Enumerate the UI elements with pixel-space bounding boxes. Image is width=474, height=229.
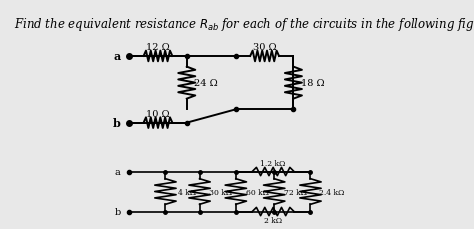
Text: 2 kΩ: 2 kΩ xyxy=(264,217,282,224)
Text: 60 kΩ: 60 kΩ xyxy=(246,188,269,196)
Text: 30 kΩ: 30 kΩ xyxy=(210,188,232,196)
Text: 72 kΩ: 72 kΩ xyxy=(284,188,307,196)
Text: 24 Ω: 24 Ω xyxy=(194,79,218,88)
Text: a: a xyxy=(113,51,120,62)
Text: 10 Ω: 10 Ω xyxy=(146,109,170,118)
Text: 2.4 kΩ: 2.4 kΩ xyxy=(319,188,345,196)
Text: b: b xyxy=(114,207,120,216)
Text: 12 Ω: 12 Ω xyxy=(146,43,170,52)
Text: 18 Ω: 18 Ω xyxy=(301,79,324,88)
Text: b: b xyxy=(113,118,120,129)
Text: 30 Ω: 30 Ω xyxy=(253,43,276,52)
Text: a: a xyxy=(115,167,120,176)
Text: 4 kΩ: 4 kΩ xyxy=(178,188,196,196)
Text: 1.2 kΩ: 1.2 kΩ xyxy=(260,159,286,167)
Text: Find the equivalent resistance $R_{ab}$ for each of the circuits in the followin: Find the equivalent resistance $R_{ab}$ … xyxy=(14,16,474,33)
